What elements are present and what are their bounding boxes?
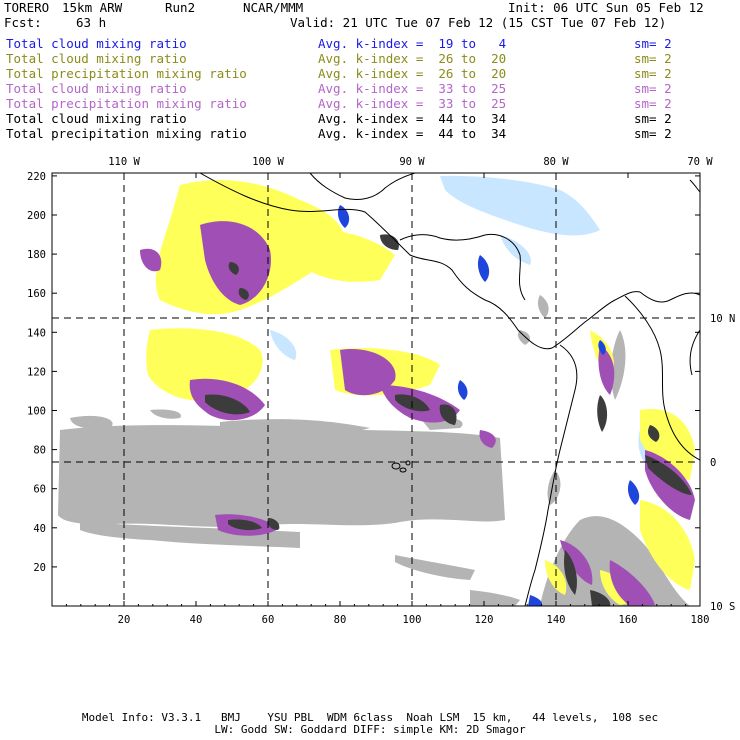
legend-row: Total cloud mixing ratio Avg. k-index = 1…	[6, 36, 736, 51]
x-tick-label: 140	[547, 614, 566, 626]
legend-k-index: Avg. k-index = 44 to 34	[318, 111, 507, 126]
x-tick-label: 160	[619, 614, 638, 626]
y-tick-label: 140	[27, 327, 46, 339]
legend-field-name: Total cloud mixing ratio	[6, 81, 187, 96]
legend-row: Total precipitation mixing ratio Avg. k-i…	[6, 126, 736, 141]
y-tick-label: 180	[27, 249, 46, 261]
map-frame	[51, 172, 701, 607]
y-tick-label: 220	[27, 171, 46, 183]
y-tick-label: 40	[33, 523, 46, 535]
longitude-label: 110 W	[108, 156, 140, 168]
legend-row: Total cloud mixing ratio Avg. k-index = 4…	[6, 111, 736, 126]
latitude-label: 0	[710, 457, 716, 469]
longitude-label: 90 W	[399, 156, 425, 168]
longitude-label: 80 W	[543, 156, 569, 168]
model-info-line1: Model Info: V3.3.1 BMJ YSU PBL WDM 6clas…	[81, 711, 659, 724]
gray-cloud-band	[58, 295, 690, 606]
legend-smoothing: sm= 2	[634, 36, 672, 51]
legend-smoothing: sm= 2	[634, 111, 672, 126]
x-tick-label: 100	[403, 614, 422, 626]
y-tick-label: 200	[27, 210, 46, 222]
legend-field-name: Total precipitation mixing ratio	[6, 66, 247, 81]
legend-k-index: Avg. k-index = 19 to 4	[318, 36, 507, 51]
init-time: Init: 06 UTC Sun 05 Feb 12	[508, 0, 704, 15]
legend-k-index: Avg. k-index = 44 to 34	[318, 126, 507, 141]
coastlines	[199, 173, 700, 606]
y-tick-label: 60	[33, 484, 46, 496]
latitude-label: 10 S	[710, 601, 735, 613]
x-tick-label: 20	[118, 614, 131, 626]
forecast-hour: 63 h	[76, 15, 107, 30]
x-tick-label: 120	[475, 614, 494, 626]
model-organization: NCAR/MMM	[243, 0, 304, 15]
legend-smoothing: sm= 2	[634, 66, 672, 81]
legend-row: Total precipitation mixing ratio Avg. k-i…	[6, 66, 736, 81]
y-tick-label: 80	[33, 445, 46, 457]
axis-ticks: 2040608010012014016018020022024026028030…	[27, 156, 735, 626]
y-tick-label: 100	[27, 406, 46, 418]
x-tick-label: 180	[691, 614, 710, 626]
galapagos-islands	[391, 460, 411, 473]
legend-field-name: Total precipitation mixing ratio	[6, 126, 247, 141]
y-tick-label: 20	[33, 562, 46, 574]
model-run: Run2	[165, 0, 196, 15]
forecast-label: Fcst:	[4, 15, 42, 30]
legend-smoothing: sm= 2	[634, 126, 672, 141]
blue-cloud-cores	[337, 205, 640, 606]
legend-k-index: Avg. k-index = 26 to 20	[318, 51, 507, 66]
x-tick-label: 40	[190, 614, 203, 626]
longitude-label: 70 W	[687, 156, 713, 168]
legend-field-name: Total cloud mixing ratio	[6, 51, 187, 66]
dark-cloud-cores	[205, 234, 692, 606]
legend-field-name: Total cloud mixing ratio	[6, 36, 187, 51]
y-tick-label: 160	[27, 288, 46, 300]
legend-row: Total cloud mixing ratio Avg. k-index = 2…	[6, 51, 736, 66]
valid-time: Valid: 21 UTC Tue 07 Feb 12 (15 CST Tue …	[290, 15, 667, 30]
legend-field-name: Total cloud mixing ratio	[6, 111, 187, 126]
model-name: TORERO	[4, 0, 50, 15]
legend-row: Total cloud mixing ratio Avg. k-index = 3…	[6, 81, 736, 96]
legend-smoothing: sm= 2	[634, 51, 672, 66]
x-tick-label: 80	[334, 614, 347, 626]
legend-field-name: Total precipitation mixing ratio	[6, 96, 247, 111]
model-resolution: 15km ARW	[62, 0, 123, 15]
legend-smoothing: sm= 2	[634, 81, 672, 96]
y-tick-label: 120	[27, 366, 46, 378]
x-tick-label: 60	[262, 614, 275, 626]
legend-k-index: Avg. k-index = 33 to 25	[318, 96, 507, 111]
legend-k-index: Avg. k-index = 26 to 20	[318, 66, 507, 81]
model-info-line2: LW: Godd SW: Goddard DIFF: simple KM: 2D…	[214, 723, 526, 736]
legend-row: Total precipitation mixing ratio Avg. k-i…	[6, 96, 736, 111]
legend-k-index: Avg. k-index = 33 to 25	[318, 81, 507, 96]
legend-smoothing: sm= 2	[634, 96, 672, 111]
map-plot-area	[52, 173, 700, 606]
latitude-label: 10 N	[710, 313, 735, 325]
graticule	[52, 173, 700, 606]
longitude-label: 100 W	[252, 156, 284, 168]
